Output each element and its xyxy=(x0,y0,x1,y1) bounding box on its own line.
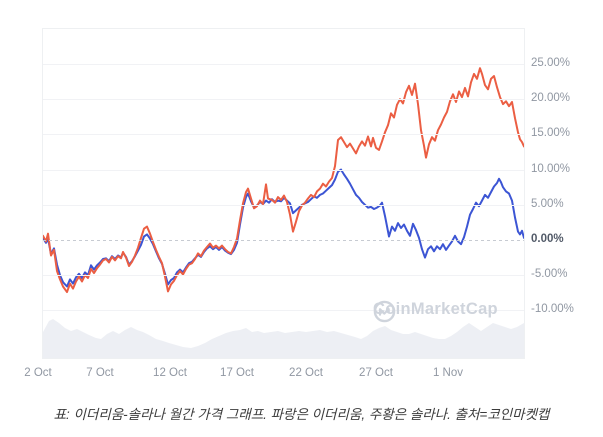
x-axis-label: 22 Oct xyxy=(289,367,323,379)
gridline xyxy=(43,64,524,65)
price-line-chart xyxy=(43,67,524,358)
ethereum-line xyxy=(43,168,524,288)
x-axis-label: 2 Oct xyxy=(24,367,52,379)
plot-area[interactable]: CoinMarketCap xyxy=(42,28,525,359)
gridline xyxy=(43,204,524,206)
y-axis-label: 0.00% xyxy=(531,233,564,245)
figure-caption: 표: 이더리움-솔라나 월간 가격 그래프. 파랑은 이더리움, 주황은 솔라나… xyxy=(53,407,550,422)
coinmarketcap-watermark: CoinMarketCap xyxy=(373,300,498,323)
y-axis-label: 5.00% xyxy=(531,197,564,210)
x-axis-label: 27 Oct xyxy=(359,367,393,379)
gridline xyxy=(43,310,524,312)
y-axis-label: 10.00% xyxy=(531,162,571,175)
watermark-text: CoinMarketCap xyxy=(373,300,498,318)
y-axis-label: 20.00% xyxy=(531,92,571,105)
y-axis-label: -10.00% xyxy=(531,303,574,316)
x-axis-label: 1 Nov xyxy=(432,367,464,379)
x-axis-label: 12 Oct xyxy=(153,367,187,379)
solana-line xyxy=(43,67,524,294)
gridline xyxy=(43,169,524,171)
coinmarketcap-logo-icon xyxy=(373,300,396,323)
x-axis-label: 7 Oct xyxy=(86,367,114,379)
zero-dashed-gridline xyxy=(43,240,524,241)
x-axis-label: 17 Oct xyxy=(220,367,254,379)
gridline xyxy=(43,275,524,277)
y-axis-label: 25.00% xyxy=(531,57,571,69)
gridline xyxy=(43,134,524,136)
gridline xyxy=(43,99,524,101)
y-axis-label: -5.00% xyxy=(531,268,568,281)
volume-area xyxy=(43,319,524,358)
y-axis-label: 15.00% xyxy=(531,127,571,140)
